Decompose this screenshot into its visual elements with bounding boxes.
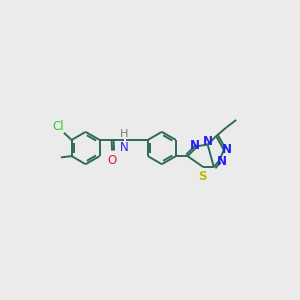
Text: S: S (198, 170, 207, 183)
Text: N: N (203, 135, 213, 148)
Text: Cl: Cl (52, 120, 64, 133)
Text: N: N (217, 155, 226, 168)
Text: N: N (222, 142, 232, 155)
Text: N: N (190, 139, 200, 152)
Text: O: O (107, 154, 117, 166)
Text: N: N (120, 141, 129, 154)
Text: H: H (120, 129, 129, 139)
